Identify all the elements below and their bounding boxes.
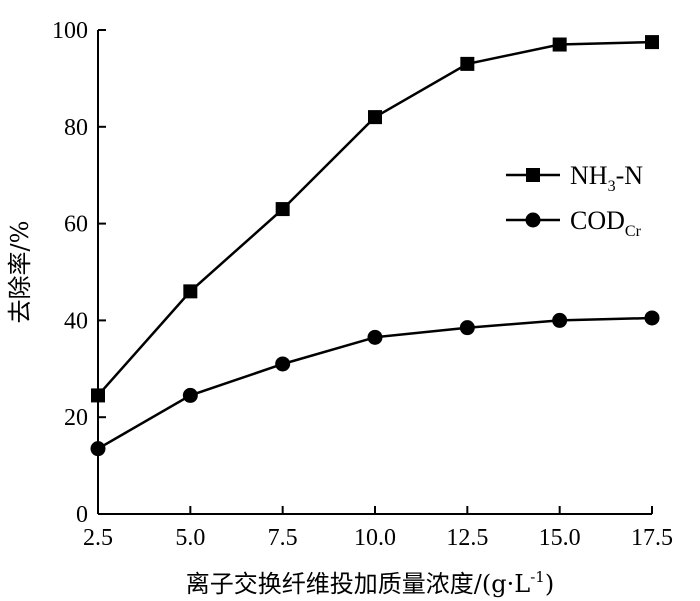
x-tick-label: 15.0	[539, 525, 581, 551]
y-tick-label: 20	[64, 405, 88, 431]
x-ticks: 2.5 5.0 7.5 10.0 12.5 15.0 17.5	[83, 506, 673, 551]
data-point-square	[91, 388, 105, 403]
data-point-square	[645, 35, 659, 50]
legend-label-sub: Cr	[625, 223, 642, 240]
x-axis-title-sup: -1	[530, 568, 545, 586]
y-tick-label: 0	[76, 502, 88, 528]
data-point-square	[552, 37, 567, 52]
legend-label: NH3-N	[570, 161, 643, 195]
data-point-circle	[275, 356, 291, 372]
x-axis-title-main: 离子交换纤维投加质量浓度/(g·L	[186, 570, 530, 598]
data-point-square	[275, 202, 290, 217]
series-layer	[90, 35, 660, 457]
series-group	[90, 310, 660, 457]
data-point-square	[460, 56, 475, 71]
legend-label: CODCr	[570, 206, 642, 240]
x-tick-label: 2.5	[83, 525, 113, 551]
legend: NH3-N CODCr	[506, 161, 643, 240]
legend-item: CODCr	[506, 206, 642, 240]
legend-label-main: NH	[570, 161, 608, 190]
data-point-square	[183, 284, 198, 299]
data-point-circle	[552, 312, 568, 328]
legend-item: NH3-N	[506, 161, 643, 195]
series-group	[91, 35, 659, 403]
data-point-square	[526, 168, 540, 182]
data-point-circle	[644, 310, 660, 326]
legend-label-sub: 3	[608, 178, 616, 195]
x-tick-label: 12.5	[446, 525, 488, 551]
y-tick-label: 60	[64, 212, 88, 238]
y-ticks: 0 20 40 60 80 100	[52, 18, 106, 528]
y-tick-label: 40	[64, 308, 88, 334]
x-tick-label: 17.5	[631, 525, 673, 551]
legend-label-main: COD	[570, 206, 625, 235]
data-point-circle	[459, 320, 475, 336]
legend-label-tail: -N	[616, 161, 644, 190]
data-point-circle	[367, 329, 383, 345]
data-point-circle	[182, 387, 198, 403]
y-tick-label: 80	[64, 115, 88, 141]
data-point-circle	[90, 441, 106, 457]
x-tick-label: 5.0	[175, 525, 205, 551]
axes: 2.5 5.0 7.5 10.0 12.5 15.0 17.5 0 20 40 60 80 100	[52, 18, 673, 551]
y-axis-title: 去除率/%	[6, 221, 34, 324]
data-point-square	[368, 110, 382, 125]
x-tick-label: 7.5	[268, 525, 298, 551]
y-tick-label: 100	[52, 18, 88, 44]
x-axis-title-close: )	[545, 570, 554, 598]
x-axis-title: 离子交换纤维投加质量浓度/(g·L-1)	[186, 568, 554, 598]
x-tick-label: 10.0	[354, 525, 396, 551]
data-point-circle	[525, 212, 541, 228]
